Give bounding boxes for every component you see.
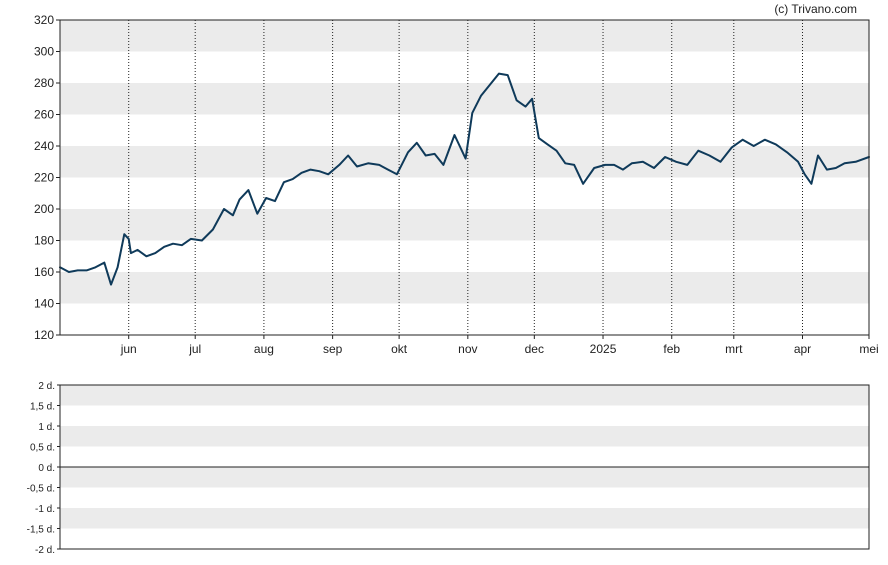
y-tick-label: 320 bbox=[34, 13, 54, 27]
x-tick-label: feb bbox=[663, 342, 680, 356]
indicator-y-tick-label: 2 d. bbox=[38, 381, 55, 392]
x-tick-label: jun bbox=[120, 342, 137, 356]
indicator-y-tick-label: -1,5 d. bbox=[27, 525, 55, 536]
x-tick-label: okt bbox=[391, 342, 408, 356]
price-chart-band bbox=[60, 83, 869, 115]
indicator-chart: 2 d. 1,5 d. 1 d. 0,5 d. 0 d. -0,5 d. -1 d. -1,5… bbox=[27, 381, 870, 556]
price-chart-band bbox=[60, 20, 869, 52]
y-tick-label: 240 bbox=[34, 139, 54, 153]
indicator-y-tick-label: 0 d. bbox=[38, 463, 55, 474]
price-chart-band bbox=[60, 272, 869, 304]
price-chart-y-axis: 320 300 280 260 240 220 200 180 160 140 120 bbox=[34, 13, 60, 342]
price-chart-x-axis: jun jul aug sep okt nov dec 2025 feb mrt apr mei bbox=[120, 335, 879, 356]
indicator-chart-band bbox=[60, 426, 869, 447]
price-chart-frame bbox=[59, 19, 870, 336]
indicator-chart-frame bbox=[59, 384, 870, 550]
indicator-chart-bands bbox=[60, 385, 869, 529]
y-tick-label: 200 bbox=[34, 202, 54, 216]
indicator-chart-band bbox=[60, 385, 869, 406]
x-tick-label: jul bbox=[188, 342, 201, 356]
y-tick-label: 120 bbox=[34, 328, 54, 342]
indicator-y-tick-label: -2 d. bbox=[35, 545, 55, 556]
credit-text: (c) Trivano.com bbox=[774, 2, 857, 16]
indicator-chart-band bbox=[60, 508, 869, 529]
y-tick-label: 300 bbox=[34, 45, 54, 59]
price-chart-bands bbox=[60, 20, 869, 304]
x-tick-label: nov bbox=[458, 342, 477, 356]
x-tick-label: apr bbox=[794, 342, 811, 356]
x-tick-label: 2025 bbox=[590, 342, 617, 356]
y-tick-label: 220 bbox=[34, 171, 54, 185]
indicator-chart-y-axis: 2 d. 1,5 d. 1 d. 0,5 d. 0 d. -0,5 d. -1 d. -1,5… bbox=[27, 381, 60, 556]
indicator-chart-band bbox=[60, 467, 869, 488]
y-tick-label: 160 bbox=[34, 265, 54, 279]
price-line bbox=[59, 72, 870, 286]
y-tick-label: 180 bbox=[34, 234, 54, 248]
y-tick-label: 260 bbox=[34, 108, 54, 122]
price-chart: 320 300 280 260 240 220 200 180 160 140 120 jun jul… bbox=[34, 13, 879, 356]
price-chart-band bbox=[60, 146, 869, 178]
x-tick-label: aug bbox=[254, 342, 274, 356]
indicator-y-tick-label: 0,5 d. bbox=[30, 443, 55, 454]
y-tick-label: 140 bbox=[34, 297, 54, 311]
x-tick-label: sep bbox=[323, 342, 343, 356]
price-chart-band bbox=[60, 209, 869, 241]
y-tick-label: 280 bbox=[34, 76, 54, 90]
x-tick-label: mrt bbox=[725, 342, 743, 356]
indicator-y-tick-label: -0,5 d. bbox=[27, 484, 55, 495]
indicator-y-tick-label: -1 d. bbox=[35, 504, 55, 515]
x-tick-label: dec bbox=[525, 342, 544, 356]
indicator-y-tick-label: 1,5 d. bbox=[30, 402, 55, 413]
x-tick-label: mei bbox=[859, 342, 878, 356]
indicator-y-tick-label: 1 d. bbox=[38, 422, 55, 433]
